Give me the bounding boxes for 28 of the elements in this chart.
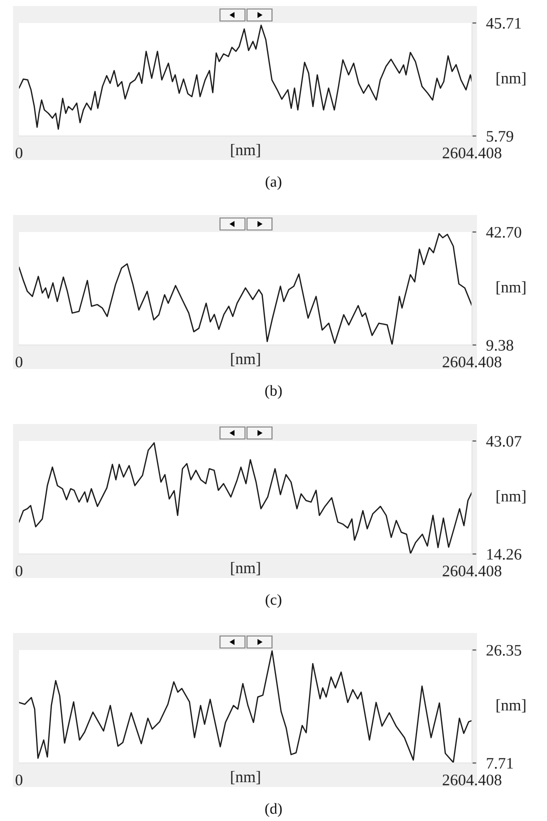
x-tick-label: 0 [16,148,22,158]
y-tick-label: 45.71 [486,18,521,29]
x-axis-title: [nm] [231,353,260,366]
text: (b) [265,385,282,399]
x-tick-label: 0 [16,774,22,786]
y-tick-label: 7.71 [486,758,513,769]
x-tick-label: 2604.408 [442,356,502,368]
y-axis-title: [nm] [496,72,526,86]
text: (c) [266,594,282,608]
x-tick-label: 0 [16,566,22,576]
x-tick-label: 2604.408 [442,148,502,158]
x-axis-title: [nm] [231,562,260,576]
y-tick-label: 42.70 [486,226,522,238]
text: (d) [265,803,282,817]
y-tick-label: 9.38 [486,340,514,351]
x-tick-label: 2604.408 [442,774,502,786]
text: (a) [266,176,282,190]
y-tick-label: 43.07 [486,436,522,447]
x-tick-label: 0 [16,356,22,368]
x-axis-title: [nm] [231,144,260,158]
x-axis-title: [nm] [231,771,260,784]
y-tick-label: 26.35 [486,644,522,656]
y-tick-label: 5.79 [486,130,514,142]
y-axis-title: [nm] [496,281,526,294]
x-tick-label: 2604.408 [442,566,502,576]
y-tick-label: 14.26 [487,548,522,560]
y-axis-title: [nm] [496,699,526,712]
y-axis-title: [nm] [496,490,526,504]
